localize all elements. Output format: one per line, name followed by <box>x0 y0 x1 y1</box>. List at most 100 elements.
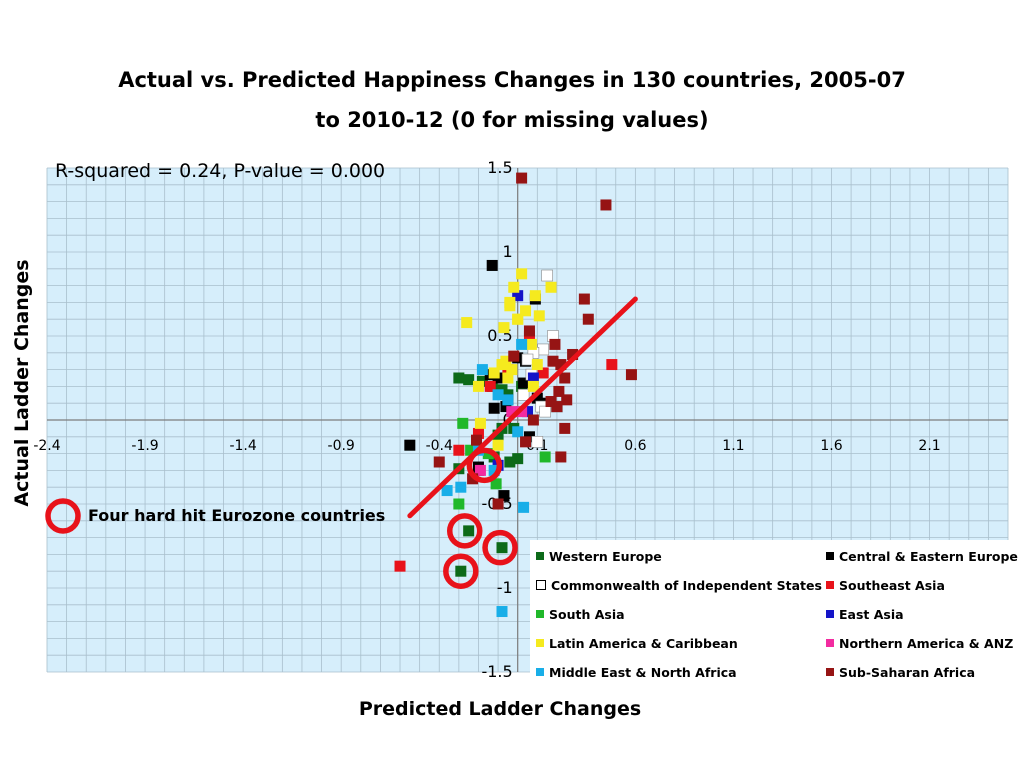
y-tick-label: 1 <box>503 242 513 261</box>
x-tick-label: -2.4 <box>33 438 60 454</box>
highlight-ring <box>466 447 503 484</box>
data-point <box>559 372 571 384</box>
highlight-ring <box>482 529 518 566</box>
legend-label: East Asia <box>839 607 904 622</box>
data-point <box>512 313 524 325</box>
x-tick-label: -0.4 <box>426 438 453 454</box>
data-point <box>520 436 532 448</box>
legend-swatch <box>536 579 546 590</box>
legend-item: Western Europe <box>536 548 662 564</box>
data-point <box>523 325 535 337</box>
data-point <box>441 485 453 497</box>
x-tick-label: -0.9 <box>328 438 355 454</box>
legend-item: Latin America & Caribbean <box>536 635 738 651</box>
legend-label: Latin America & Caribbean <box>549 636 738 651</box>
data-point <box>516 338 528 350</box>
data-point <box>506 364 518 376</box>
x-axis-title: Predicted Ladder Changes <box>358 698 642 720</box>
data-point <box>502 394 514 406</box>
legend-item: Northern America & ANZ <box>826 635 1013 651</box>
data-point <box>496 606 508 618</box>
chart-title: Actual vs. Predicted Happiness Changes i… <box>40 60 984 140</box>
data-point <box>474 464 486 476</box>
legend-swatch <box>826 551 834 560</box>
y-tick-label: -1 <box>497 578 513 597</box>
data-point <box>492 389 504 401</box>
data-point <box>502 372 514 384</box>
data-point <box>474 417 486 429</box>
x-tick-label: 1.1 <box>722 438 744 454</box>
legend-item: East Asia <box>826 606 904 622</box>
data-point <box>394 560 406 572</box>
data-point <box>531 359 543 371</box>
legend-item: Commonwealth of Independent States <box>536 577 822 593</box>
data-point <box>537 367 549 379</box>
data-point <box>520 305 532 317</box>
data-point <box>555 451 567 463</box>
data-point <box>529 290 541 302</box>
legend-swatch <box>826 667 834 676</box>
data-point <box>492 439 504 451</box>
data-point <box>492 429 504 441</box>
fit-line-group <box>407 296 638 519</box>
data-point <box>561 394 573 406</box>
legend-label: Northern America & ANZ <box>839 636 1014 651</box>
data-point <box>498 322 510 334</box>
x-tick-label: 1.6 <box>820 438 842 454</box>
data-point <box>625 369 637 381</box>
data-point <box>453 372 465 384</box>
data-point <box>457 417 469 429</box>
legend-item: Middle East & North Africa <box>536 664 737 680</box>
data-point <box>500 355 512 367</box>
legend-item: Southeast Asia <box>826 577 945 593</box>
data-point <box>516 172 528 184</box>
data-point <box>506 406 518 418</box>
data-point <box>582 313 594 325</box>
data-point <box>504 300 516 312</box>
data-point <box>504 456 516 468</box>
legend: Western Europe Central & Eastern Europe Co… <box>530 540 1018 688</box>
chart-title-line-1: Actual vs. Predicted Happiness Changes i… <box>118 68 906 92</box>
callout-label: Four hard hit Eurozone countries <box>88 506 386 525</box>
data-point <box>488 402 500 414</box>
legend-label: Central & Eastern Europe <box>839 549 1018 564</box>
axes <box>47 168 1008 672</box>
data-point <box>463 525 475 537</box>
highlight-rings <box>443 447 518 589</box>
legend-swatch <box>536 609 544 618</box>
data-point <box>531 392 543 404</box>
data-point <box>461 317 473 329</box>
data-point <box>539 405 551 418</box>
data-point <box>516 268 528 280</box>
regression-stats: R-squared = 0.24, P-value = 0.000 <box>55 160 386 182</box>
legend-label: Western Europe <box>549 549 662 564</box>
legend-item: South Asia <box>536 606 625 622</box>
data-point <box>465 444 477 456</box>
data-point <box>512 453 524 465</box>
data-point <box>472 427 484 439</box>
data-point <box>527 380 539 392</box>
data-point <box>404 439 416 451</box>
data-point <box>490 478 502 490</box>
y-axis-title: Actual Ladder Changes <box>11 259 33 507</box>
y-tick-label: -1.5 <box>481 662 512 681</box>
data-point <box>521 353 534 366</box>
legend-item: Central & Eastern Europe <box>826 548 1018 564</box>
data-point <box>492 498 504 510</box>
data-points <box>394 172 637 618</box>
data-point <box>578 293 590 305</box>
data-point <box>531 436 544 448</box>
legend-label: Commonwealth of Independent States <box>551 578 822 593</box>
data-point <box>555 359 567 371</box>
data-point <box>476 364 488 376</box>
data-point <box>508 281 520 293</box>
data-point <box>496 542 508 554</box>
data-point <box>533 310 545 322</box>
legend-swatch <box>536 551 544 560</box>
fit-line <box>407 296 638 519</box>
data-point <box>517 388 530 401</box>
data-point <box>547 355 559 367</box>
legend-swatch <box>826 609 834 618</box>
data-point <box>600 199 612 211</box>
data-point <box>549 338 561 350</box>
